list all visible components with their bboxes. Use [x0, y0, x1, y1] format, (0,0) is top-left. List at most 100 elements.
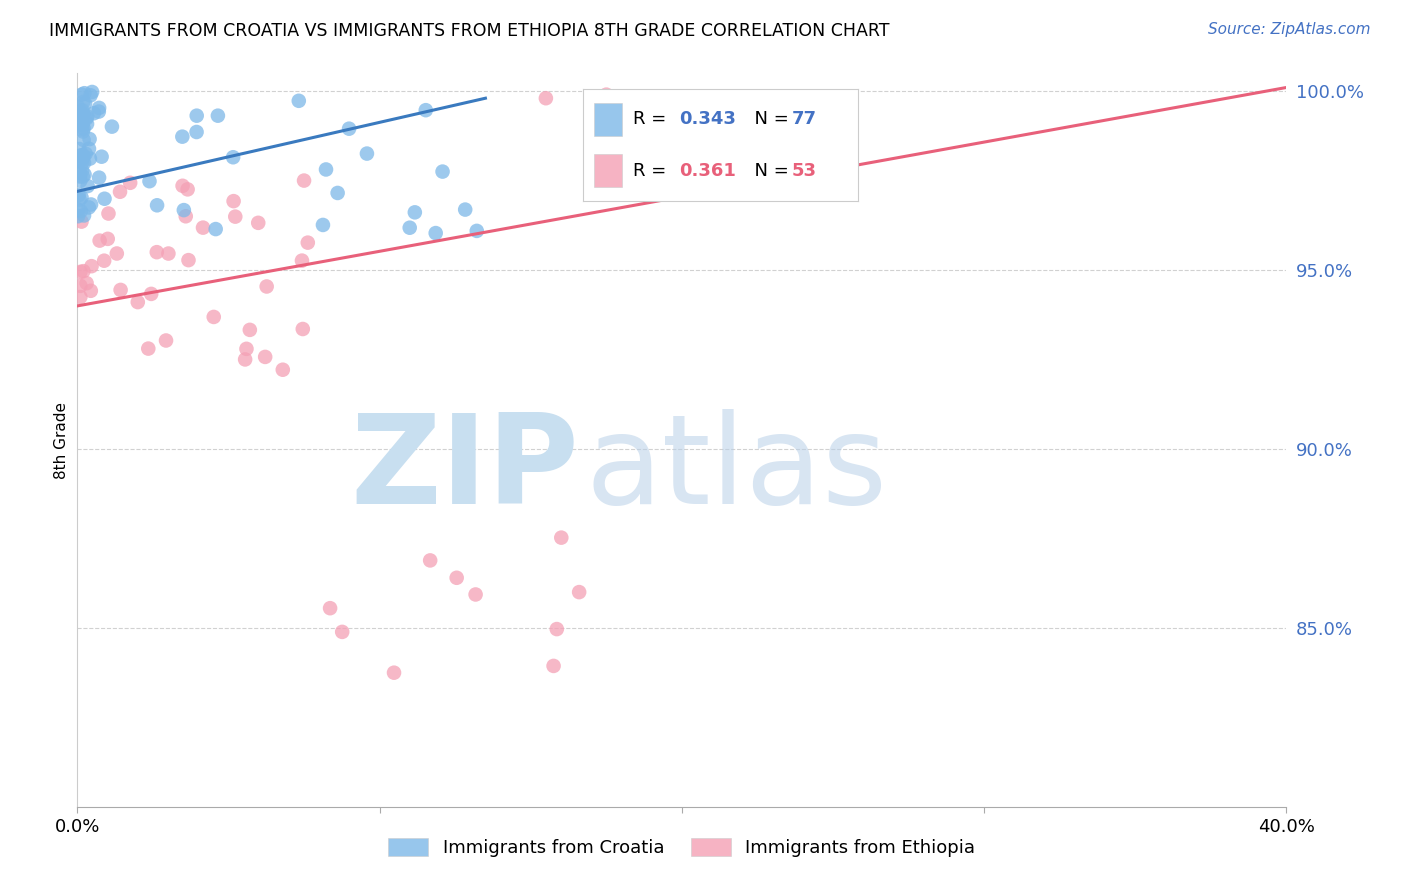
Text: 0.361: 0.361: [679, 161, 737, 179]
Point: [173, 203, 195, 218]
Point: [136, 342, 159, 356]
Point: [70, 214, 93, 228]
Point: [69, 278, 91, 293]
Point: [330, 624, 353, 639]
Point: [534, 91, 557, 105]
Point: [76, 276, 98, 290]
Point: [70, 163, 93, 178]
Point: [72, 150, 94, 164]
Point: [172, 178, 194, 193]
Point: [120, 176, 142, 190]
Point: [66, 202, 89, 217]
Point: [70, 190, 93, 204]
Point: [224, 210, 246, 224]
Point: [291, 322, 314, 336]
Point: [76, 179, 98, 194]
Point: [89, 101, 111, 115]
Point: [69, 169, 91, 184]
Point: [174, 209, 197, 223]
Point: [271, 362, 294, 376]
Text: atlas: atlas: [585, 409, 887, 530]
Text: 53: 53: [792, 161, 817, 179]
Point: [89, 234, 111, 248]
Point: [141, 286, 163, 301]
Text: N =: N =: [742, 111, 794, 128]
Point: [550, 531, 572, 545]
Point: [69, 165, 91, 179]
Point: [69, 193, 91, 207]
Point: [67, 188, 90, 202]
Point: [326, 186, 349, 200]
Point: [70, 106, 93, 120]
Point: [72, 121, 94, 136]
Point: [108, 185, 131, 199]
Point: [72, 124, 94, 138]
Point: [595, 87, 617, 102]
Point: [146, 245, 169, 260]
Point: [222, 194, 245, 208]
Point: [543, 659, 565, 673]
Text: R =: R =: [633, 161, 672, 179]
Point: [319, 601, 342, 615]
Point: [80, 259, 103, 273]
Text: 77: 77: [792, 111, 817, 128]
Point: [69, 290, 91, 304]
Point: [239, 323, 262, 337]
Point: [73, 96, 96, 111]
Point: [222, 150, 245, 164]
Text: Source: ZipAtlas.com: Source: ZipAtlas.com: [1208, 22, 1371, 37]
Point: [72, 169, 94, 184]
Point: [70, 87, 93, 102]
Point: [70, 155, 93, 169]
Point: [204, 222, 226, 236]
Point: [176, 182, 198, 196]
Text: N =: N =: [742, 161, 794, 179]
Point: [110, 283, 132, 297]
Point: [79, 88, 101, 103]
Point: [67, 154, 90, 169]
Point: [69, 204, 91, 219]
Bar: [595, 103, 621, 136]
Point: [72, 133, 94, 147]
Point: [83, 106, 105, 120]
Point: [172, 129, 194, 144]
Point: [66, 100, 89, 114]
Point: [207, 109, 229, 123]
Point: [568, 585, 591, 599]
Point: [312, 218, 335, 232]
Point: [292, 173, 315, 187]
Point: [464, 587, 486, 601]
Point: [72, 103, 94, 118]
Point: [446, 571, 468, 585]
Point: [186, 109, 208, 123]
Point: [77, 142, 100, 156]
Point: [191, 220, 214, 235]
Point: [87, 170, 110, 185]
Point: [73, 86, 96, 100]
Point: [76, 117, 98, 131]
Point: [235, 342, 257, 356]
Point: [138, 174, 160, 188]
Point: [70, 122, 93, 136]
Point: [425, 226, 447, 240]
Point: [157, 246, 180, 260]
Point: [79, 152, 101, 166]
Point: [356, 146, 378, 161]
Point: [93, 192, 115, 206]
Point: [254, 350, 277, 364]
Point: [77, 201, 100, 215]
Text: ZIP: ZIP: [350, 409, 579, 530]
Point: [73, 156, 96, 170]
Point: [80, 197, 103, 211]
Point: [256, 279, 278, 293]
Point: [202, 310, 225, 324]
Point: [432, 164, 454, 178]
Point: [72, 264, 94, 278]
Point: [66, 113, 89, 128]
Bar: [595, 153, 621, 187]
Point: [72, 148, 94, 162]
Point: [72, 115, 94, 129]
Text: R =: R =: [633, 111, 672, 128]
Point: [382, 665, 405, 680]
Point: [105, 246, 128, 260]
